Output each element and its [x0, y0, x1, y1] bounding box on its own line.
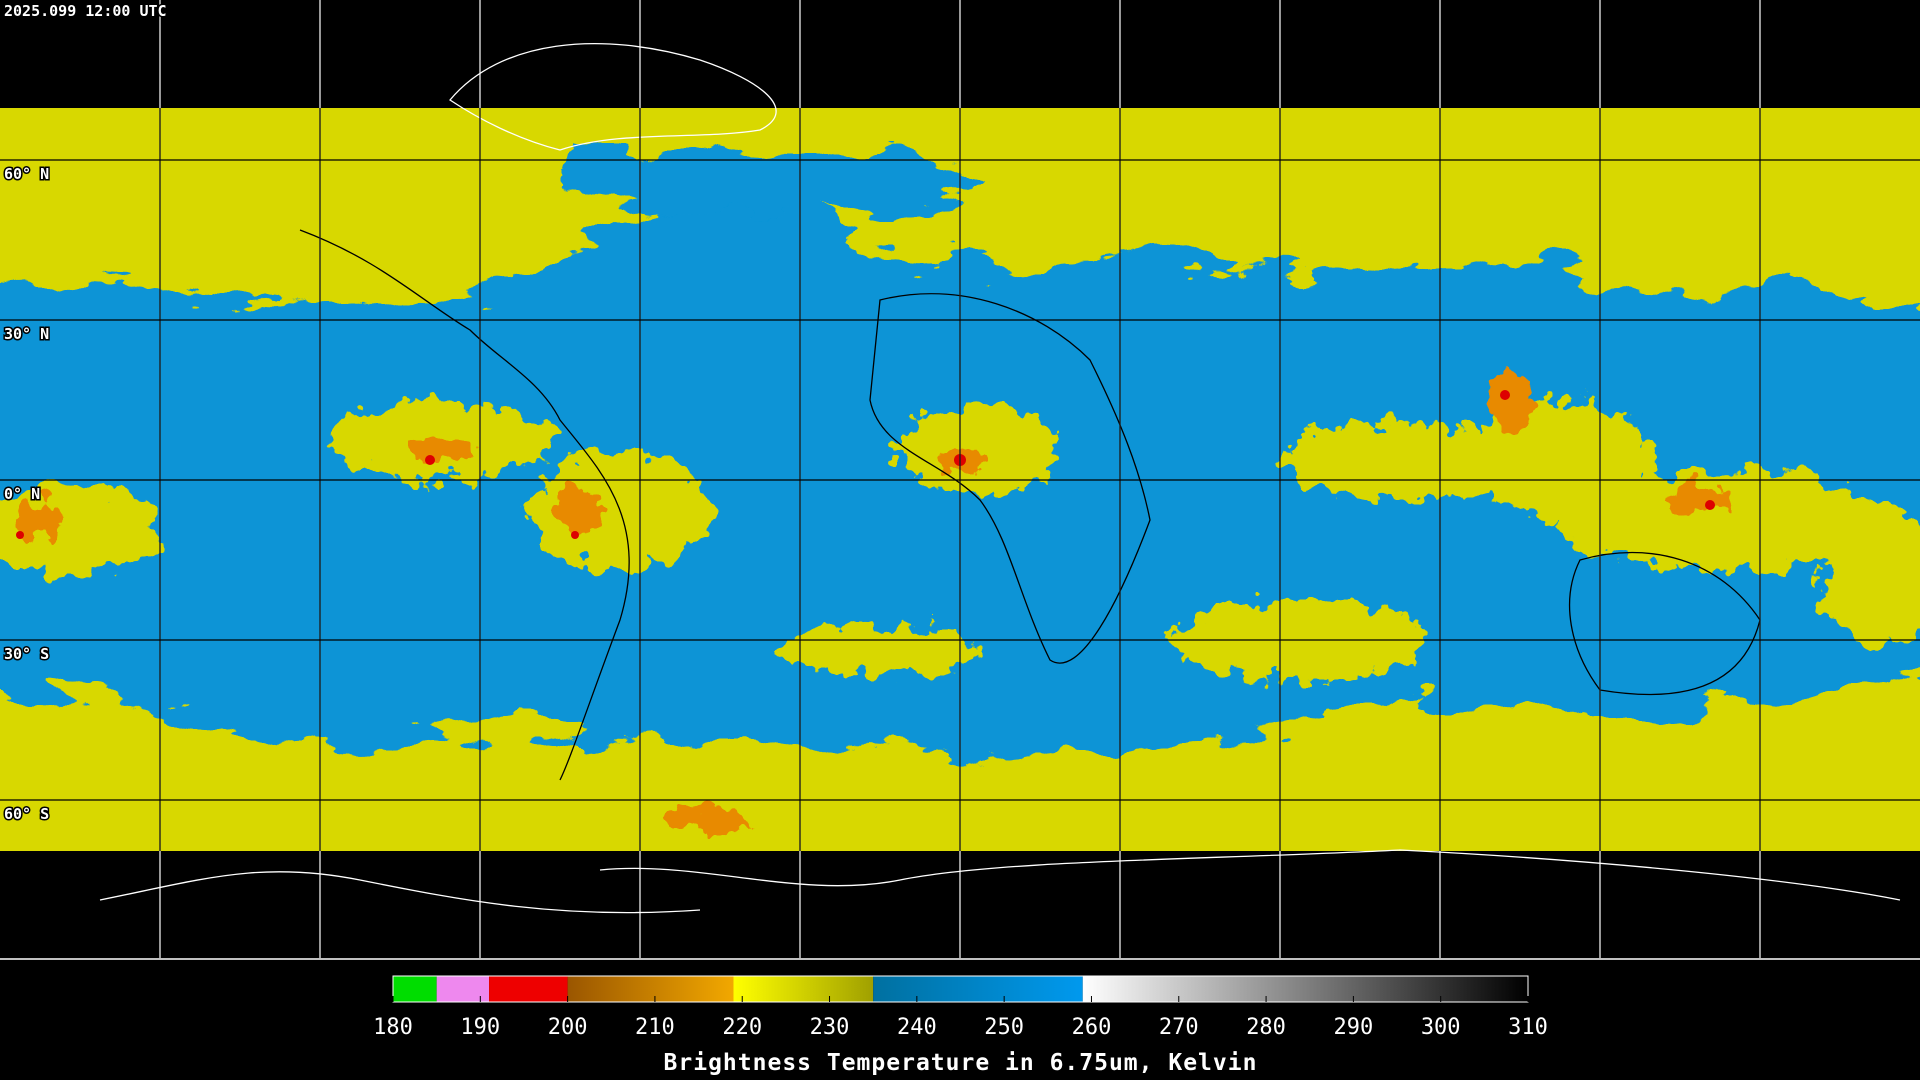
colorbar-frame [392, 975, 1529, 1003]
colorbar-segment [733, 976, 874, 1002]
colorbar-tick-label: 200 [548, 1015, 588, 1040]
colorbar-tick-label: 280 [1246, 1015, 1286, 1040]
polar-coastlines [99, 42, 1901, 914]
deep-convection [15, 370, 1730, 832]
colorbar-segment [489, 976, 568, 1002]
colorbar-tick-label: 300 [1421, 1015, 1461, 1040]
colorbar: 180 190 200 210 220 230 240 250 260 270 280 290 300 3… [373, 975, 1548, 1076]
colorbar-tick-label: 230 [810, 1015, 850, 1040]
latitude-label: 60° S [4, 805, 49, 823]
colorbar-segment [1082, 976, 1528, 1002]
colorbar-tick-label: 210 [635, 1015, 675, 1040]
colorbar-tick-label: 190 [460, 1015, 500, 1040]
colorbar-tick-label: 250 [984, 1015, 1024, 1040]
colorbar-tick-label: 290 [1334, 1015, 1374, 1040]
latitude-labels: 60° N 30° N 0° N 30° S 60° S [3, 164, 51, 825]
colorbar-segment [567, 976, 734, 1002]
colorbar-tick-label: 240 [897, 1015, 937, 1040]
coastlines [299, 229, 1761, 781]
latitude-label: 30° S [4, 645, 49, 663]
colorbar-tick-label: 270 [1159, 1015, 1199, 1040]
moist-region [560, 147, 1000, 215]
colorbar-tick-label: 260 [1072, 1015, 1112, 1040]
graticule [0, 0, 1920, 960]
latitude-label: 30° N [4, 325, 49, 343]
timestamp: 2025.099 12:00 UTC [4, 2, 167, 20]
colorbar-segment [393, 976, 437, 1002]
colorbar-tick-label: 310 [1508, 1015, 1548, 1040]
colorbar-tick-label: 180 [373, 1015, 413, 1040]
latitude-label: 0° N [4, 485, 40, 503]
colorbar-segment [873, 976, 1083, 1002]
latitude-label: 60° N [4, 165, 49, 183]
colorbar-tick-label: 220 [722, 1015, 762, 1040]
colorbar-title: Brightness Temperature in 6.75um, Kelvin [664, 1050, 1258, 1076]
colorbar-segment [436, 976, 490, 1002]
